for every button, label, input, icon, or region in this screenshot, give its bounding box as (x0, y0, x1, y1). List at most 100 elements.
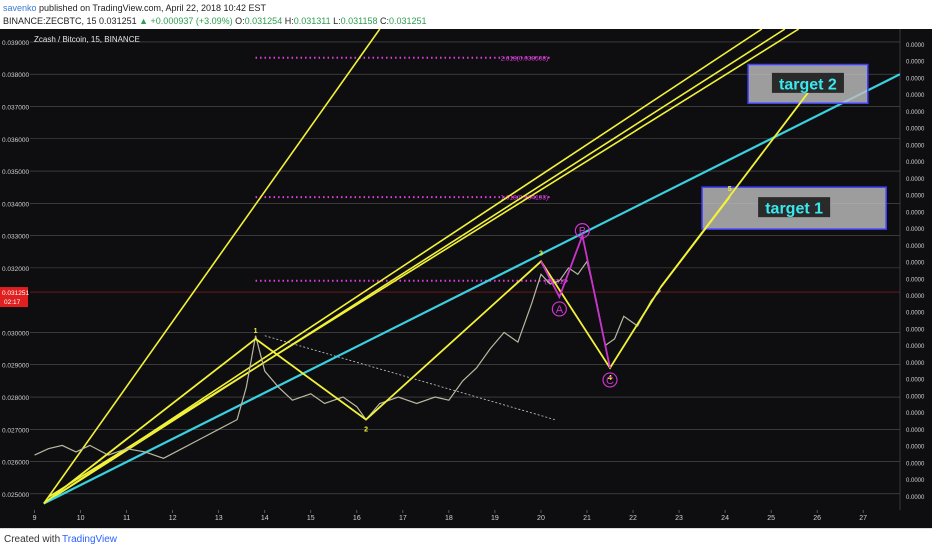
publish-info: published on TradingView.com, April 22, … (39, 3, 267, 13)
y-tick-label: 0.027000 (2, 427, 29, 434)
right-axis-label: 0.0000 (906, 76, 925, 82)
current-price-tag-text: 0.031251 (2, 290, 29, 297)
x-tick-label: 18 (445, 515, 453, 522)
x-tick-label: 25 (767, 515, 775, 522)
chart-header: savenko published on TradingView.com, Ap… (0, 0, 932, 29)
target-projection-line (659, 80, 818, 288)
y-tick-label: 0.037000 (2, 104, 29, 111)
channel-line (47, 29, 800, 498)
right-axis-label: 0.0000 (906, 495, 925, 501)
y-tick-label: 0.038000 (2, 72, 29, 79)
y-tick-label: 0.029000 (2, 363, 29, 370)
x-tick-label: 11 (123, 515, 130, 522)
x-tick-label: 26 (813, 515, 821, 522)
abc-marker-circle (602, 372, 618, 388)
ohlc-low-value: 0.031158 (340, 16, 378, 26)
channel-line (43, 29, 381, 504)
target-label-bg (771, 72, 844, 93)
x-tick-label: 24 (721, 515, 729, 522)
right-axis-label: 0.0000 (906, 261, 925, 267)
right-axis-label: 0.0000 (906, 378, 925, 384)
right-axis-label: 0.0000 (906, 344, 925, 350)
current-price-tag (0, 287, 28, 308)
right-axis-label: 0.0000 (906, 43, 925, 49)
right-axis-label: 0.0000 (906, 93, 925, 99)
cyan-trend-line (43, 73, 900, 505)
tradingview-logo[interactable]: TradingView (62, 534, 118, 545)
y-tick-label: 0.026000 (2, 460, 29, 467)
right-axis-label: 0.0000 (906, 361, 925, 367)
wave-label: 3 (539, 250, 543, 257)
target-label: target 2 (779, 76, 837, 93)
x-tick-label: 22 (629, 515, 637, 522)
x-tick-label: 15 (307, 515, 315, 522)
x-tick-label: 27 (859, 515, 867, 522)
ohlc-close-key: C: (380, 16, 390, 26)
price-series-line (34, 259, 662, 459)
right-axis-label: 0.0000 (906, 294, 925, 300)
x-tick-label: 10 (77, 515, 85, 522)
x-tick-label: 13 (215, 515, 223, 522)
wave-label: 4 (608, 375, 612, 382)
wave-zigzag-line (43, 260, 662, 505)
x-tick-label: 23 (675, 515, 683, 522)
abc-marker-label: A (556, 304, 564, 316)
wave-label: 5 (728, 186, 732, 193)
right-axis-label: 0.0000 (906, 277, 925, 283)
right-axis-label: 0.0000 (906, 160, 925, 166)
x-tick-label: 19 (491, 515, 499, 522)
abc-marker-circle (574, 223, 590, 239)
right-axis-label: 0.0000 (906, 194, 925, 200)
publish-line: savenko published on TradingView.com, Ap… (3, 2, 266, 14)
y-tick-label: 0.028000 (2, 395, 29, 402)
right-axis-label: 0.0000 (906, 445, 925, 451)
right-axis-label: 0.0000 (906, 411, 925, 417)
ohlc-high-value: 0.031311 (293, 16, 331, 26)
symbol-line: BINANCE:ZECBTC, 15 0.031251 ▲ +0.000937 … (3, 15, 427, 27)
right-axis-label: 0.0000 (906, 177, 925, 183)
wave-label: 1 (254, 328, 258, 335)
right-axis-label: 0.0000 (906, 210, 925, 216)
price-chart[interactable]: 0.025000 0.026000 0.027000 0.028000 0.029000… (0, 29, 932, 528)
fib-level-label: 2.618(0.038508) (500, 55, 548, 62)
y-tick-label: 0.030000 (2, 330, 29, 337)
wave-label: 2 (364, 427, 368, 434)
author-link[interactable]: savenko (3, 3, 37, 13)
footer: Created with TradingView (0, 528, 932, 551)
abc-marker-label: B (579, 226, 586, 238)
right-axis-label: 0.0000 (906, 428, 925, 434)
chart-title: Zcash / Bitcoin, 15, BINANCE (34, 35, 140, 44)
y-tick-label: 0.039000 (2, 40, 29, 47)
countdown-tag-text: 02:17 (4, 299, 21, 306)
ohlc-open-key: O: (235, 16, 245, 26)
right-axis-label: 0.0000 (906, 143, 925, 149)
ohlc-low-key: L: (333, 16, 341, 26)
right-axis-label: 0.0000 (906, 110, 925, 116)
right-axis-label: 0.0000 (906, 394, 925, 400)
abc-marker-circle (551, 301, 567, 317)
right-axis-label: 0.0000 (906, 127, 925, 133)
y-tick-label: 0.025000 (2, 492, 29, 499)
created-with-label: Created with (4, 534, 61, 545)
target-label-bg (758, 197, 831, 218)
channel-line (43, 29, 786, 505)
right-axis-label: 0.0000 (906, 311, 925, 317)
x-tick-label: 16 (353, 515, 361, 522)
y-tick-label: 0.033000 (2, 234, 29, 241)
plot-area: 2.618(0.038508)1.618(0.034193)(0.0315123… (30, 29, 900, 505)
x-tick-label: 20 (537, 515, 545, 522)
y-tick-label: 0.034000 (2, 201, 29, 208)
abc-marker-label: C (606, 375, 614, 387)
ohlc-high-key: H: (284, 16, 294, 26)
price-change: +0.000937 (+3.09%) (150, 16, 233, 26)
right-axis-label: 0.0000 (906, 478, 925, 484)
x-tick-label: 12 (169, 515, 177, 522)
ohlc-close-value: 0.031251 (389, 16, 427, 26)
symbol-label: BINANCE:ZECBTC, 15 (3, 16, 97, 26)
fib-level-label: 1.618(0.034193) (500, 195, 548, 202)
x-tick-label: 17 (399, 515, 407, 522)
up-triangle-icon: ▲ (139, 16, 149, 26)
right-axis-label: 0.0000 (906, 227, 925, 233)
right-axis-label: 0.0000 (906, 244, 925, 250)
y-tick-label: 0.036000 (2, 137, 29, 144)
